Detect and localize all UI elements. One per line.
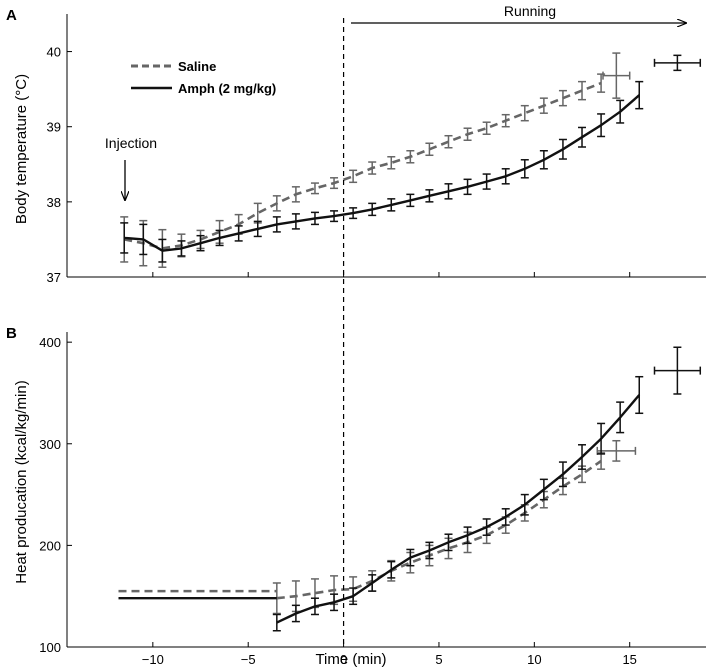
panel-b-ytick-label: 200 <box>39 538 61 553</box>
panel-b-series <box>118 346 702 632</box>
panel-b-ytick-label: 100 <box>39 640 61 655</box>
panel-b-series-saline <box>118 439 637 615</box>
panel-b-series-amph <box>118 346 702 632</box>
x-axis-label: Time (min) <box>315 651 386 668</box>
running-annotation: Running <box>351 3 686 23</box>
legend-amph-label: Amph (2 mg/kg) <box>178 81 276 96</box>
panel-b-ytick-label: 400 <box>39 335 61 350</box>
endpoint-cross <box>602 52 631 99</box>
panel-a-ticks: 37 38 39 40 <box>47 45 631 285</box>
series-line <box>123 81 602 250</box>
x-tick-label: −5 <box>241 652 256 667</box>
panel-b-label: B <box>6 325 17 342</box>
endpoint-cross <box>596 439 637 462</box>
panel-a-ytick-label: 40 <box>47 45 61 60</box>
panel-a-axes <box>66 14 706 278</box>
x-tick-label: −10 <box>142 652 164 667</box>
panel-a: A Body temperature (°C) 37 38 39 40 Saline … <box>6 3 706 285</box>
endpoint-cross <box>653 54 702 72</box>
panel-a-ytick-label: 38 <box>47 195 61 210</box>
panel-b-ylabel: Heat producation (kcal/kg/min) <box>13 380 30 583</box>
panel-a-label: A <box>6 7 17 24</box>
x-tick-label: 15 <box>622 652 636 667</box>
panel-b-axes <box>66 332 706 648</box>
panel-a-ytick-label: 37 <box>47 270 61 285</box>
x-tick-label: 5 <box>435 652 442 667</box>
panel-b-ticks: 100 200 300 400 −10 −5 0 5 10 15 <box>39 335 637 667</box>
x-tick-label: 10 <box>527 652 541 667</box>
panel-b-ytick-label: 300 <box>39 437 61 452</box>
endpoint-cross <box>653 346 702 395</box>
panel-a-ytick-label: 39 <box>47 120 61 135</box>
running-label: Running <box>504 3 556 19</box>
series-line <box>276 394 641 624</box>
injection-label: Injection <box>105 135 157 151</box>
panel-a-ylabel: Body temperature (°C) <box>13 74 30 224</box>
panel-a-series <box>120 52 702 268</box>
legend: Saline Amph (2 mg/kg) <box>131 59 276 96</box>
x-tick-label: 0 <box>340 652 347 667</box>
series-line <box>276 459 602 600</box>
panel-a-series-amph <box>120 54 702 263</box>
panel-b: B Heat producation (kcal/kg/min) 1002003… <box>6 325 706 667</box>
injection-annotation: Injection <box>105 135 157 200</box>
legend-saline-label: Saline <box>178 59 216 74</box>
series-line <box>124 94 640 252</box>
